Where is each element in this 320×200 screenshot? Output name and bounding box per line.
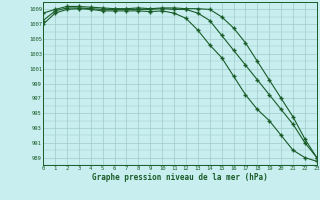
X-axis label: Graphe pression niveau de la mer (hPa): Graphe pression niveau de la mer (hPa) [92,173,268,182]
